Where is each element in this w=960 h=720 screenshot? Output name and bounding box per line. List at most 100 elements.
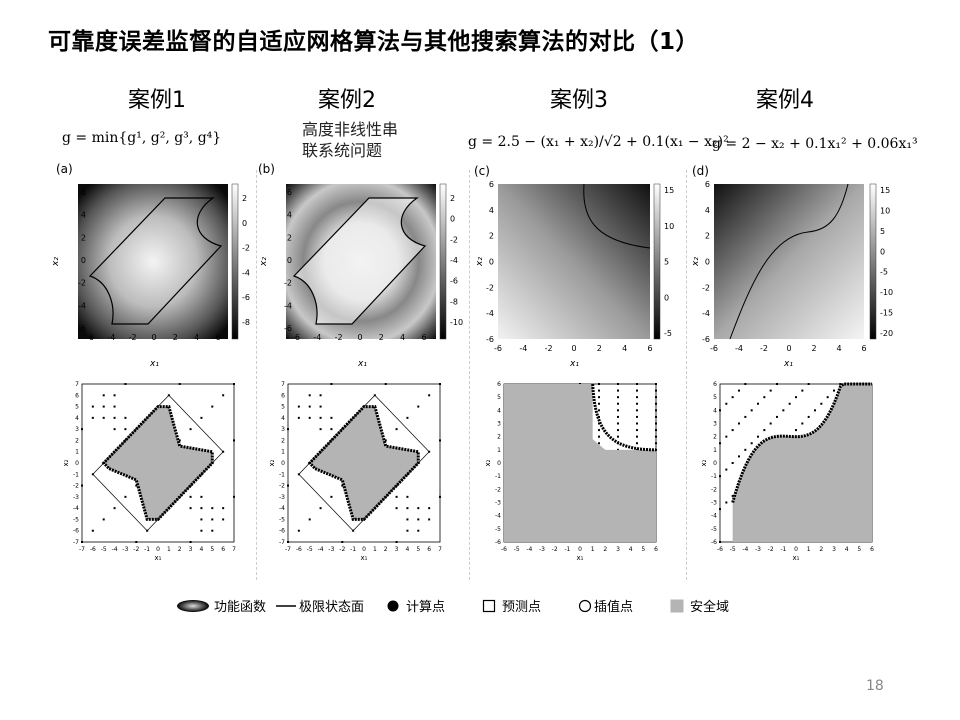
computed-point (738, 389, 740, 392)
function-field (714, 184, 864, 339)
y-tick-label: 2 (497, 434, 501, 441)
legend-item-computed: 计算点 (386, 596, 445, 615)
colorbar-ticks: 2 0 -2 -4 -6 -8 -10 (450, 194, 463, 327)
computed-point (439, 439, 441, 442)
computed-point (102, 405, 105, 408)
y-tick-label: 6 (75, 392, 79, 399)
y-tick-label: -5 (279, 516, 285, 523)
y-tick-label: -4 (495, 513, 501, 520)
x-tick-label: 6 (215, 333, 220, 342)
computed-point (763, 396, 766, 399)
computed-point (795, 396, 797, 399)
x-ticks: -6 -4 -2 0 2 4 6 (710, 344, 867, 353)
computed-point (200, 507, 203, 510)
computed-point (731, 462, 734, 464)
computed-point (617, 396, 619, 399)
computed-point (395, 541, 398, 543)
x-tick-label: -4 (735, 344, 743, 353)
y-tick-label: -1 (73, 471, 79, 478)
y-axis-label: x₂ (484, 459, 492, 466)
x-tick-label: -6 (90, 546, 96, 553)
grid-plot-a: -7 -7 -6 -6 -5 -5 -4 -4 -3 -3 -2 -2 -1 -1 0 0 1 1 2 2 3 3 4 4 5 5… (60, 378, 250, 570)
y-tick-label: 0 (281, 460, 285, 467)
computed-point (341, 541, 344, 543)
computed-point (598, 396, 600, 399)
y-tick-label: 6 (705, 180, 710, 189)
colorbar-tick-label: -8 (242, 318, 250, 327)
computed-point (617, 389, 619, 392)
x-ticks: -6 -4 -2 0 2 4 6 (494, 344, 653, 353)
computed-point (636, 409, 638, 412)
colorbar-tick-label: -5 (664, 329, 672, 338)
grid-points (719, 383, 842, 543)
computed-point (788, 402, 791, 405)
computed-point (655, 435, 657, 438)
x-tick-label: -6 (86, 333, 94, 342)
y-tick-label: 1 (497, 447, 501, 454)
colorbar-tick-label: -8 (450, 297, 458, 306)
computed-point (769, 389, 772, 392)
x-tick-label: 4 (400, 333, 405, 342)
colorbar-tick-label: 10 (664, 222, 674, 231)
y-tick-label: -2 (78, 279, 86, 288)
computed-point (189, 428, 192, 431)
x-axis-label: x₁ (783, 359, 793, 369)
computed-point (782, 409, 785, 412)
x-tick-label: -7 (79, 546, 85, 553)
case-2-description: 高度非线性串 联系统问题 (302, 119, 398, 161)
computed-point (636, 402, 638, 405)
y-tick-label: 2 (705, 232, 710, 241)
colorbar-tick-label: 0 (664, 293, 669, 302)
y-tick-label: -4 (702, 309, 710, 318)
computed-point (636, 422, 638, 425)
x-tick-label: -6 (494, 344, 502, 353)
computed-point (814, 409, 816, 412)
y-tick-label: -4 (78, 301, 86, 310)
colorbar-ticks: 15 10 5 0 -5 -10 -15 -20 (880, 186, 893, 338)
computed-point (297, 416, 300, 419)
y-tick-label: -2 (702, 283, 710, 292)
x-tick-label: -5 (514, 546, 520, 553)
x-tick-label: -1 (564, 546, 570, 553)
x-tick-label: 4 (200, 546, 204, 553)
x-tick-label: 1 (807, 546, 811, 553)
x-tick-label: 6 (221, 546, 225, 553)
computed-point (776, 415, 778, 418)
computed-point (287, 541, 289, 543)
colorbar (439, 183, 447, 340)
y-tick-label: -6 (284, 324, 292, 333)
y-tick-label: 1 (75, 449, 79, 456)
computed-point (417, 518, 420, 521)
computed-point (428, 507, 431, 510)
colorbar-tick-label: 15 (880, 186, 890, 195)
y-tick-label: -6 (486, 335, 494, 344)
computed-point (330, 495, 333, 498)
x-tick-label: 6 (654, 546, 658, 553)
panel-label-d: (d) (692, 164, 709, 178)
y-tick-label: 4 (281, 415, 285, 422)
limit-state-curve (298, 394, 430, 532)
computed-point (91, 405, 94, 408)
y-tick-label: -2 (711, 486, 717, 493)
colorbar-tick-label: 15 (664, 186, 674, 195)
colorbar-tick-label: 2 (450, 194, 455, 203)
limit-state-curve (583, 183, 651, 249)
computed-point (200, 495, 203, 498)
x-tick-label: 2 (811, 344, 816, 353)
y-tick-label: -3 (495, 500, 501, 507)
colorbar-tick-label: 5 (664, 258, 669, 267)
y-tick-label: 3 (713, 421, 717, 428)
legend-label-safe-region: 安全域 (690, 600, 730, 615)
computed-point (417, 507, 420, 510)
x-tick-label: 0 (357, 333, 362, 342)
contour-plot-a: 2 0 -2 -4 -6 -8 -6 -4 -2 0 2 4 6 -6 -4 -2 0 2 4 6 x₁ x₂ (50, 176, 255, 371)
computed-point (222, 507, 225, 510)
y-tick-label: -2 (73, 483, 79, 490)
computed-point (211, 518, 214, 521)
computed-point (617, 415, 619, 418)
computed-point (731, 494, 734, 497)
y-tick-label: -2 (495, 486, 501, 493)
y-tick-label: 3 (497, 421, 501, 428)
computed-point (636, 435, 638, 438)
computed-point (189, 541, 192, 543)
